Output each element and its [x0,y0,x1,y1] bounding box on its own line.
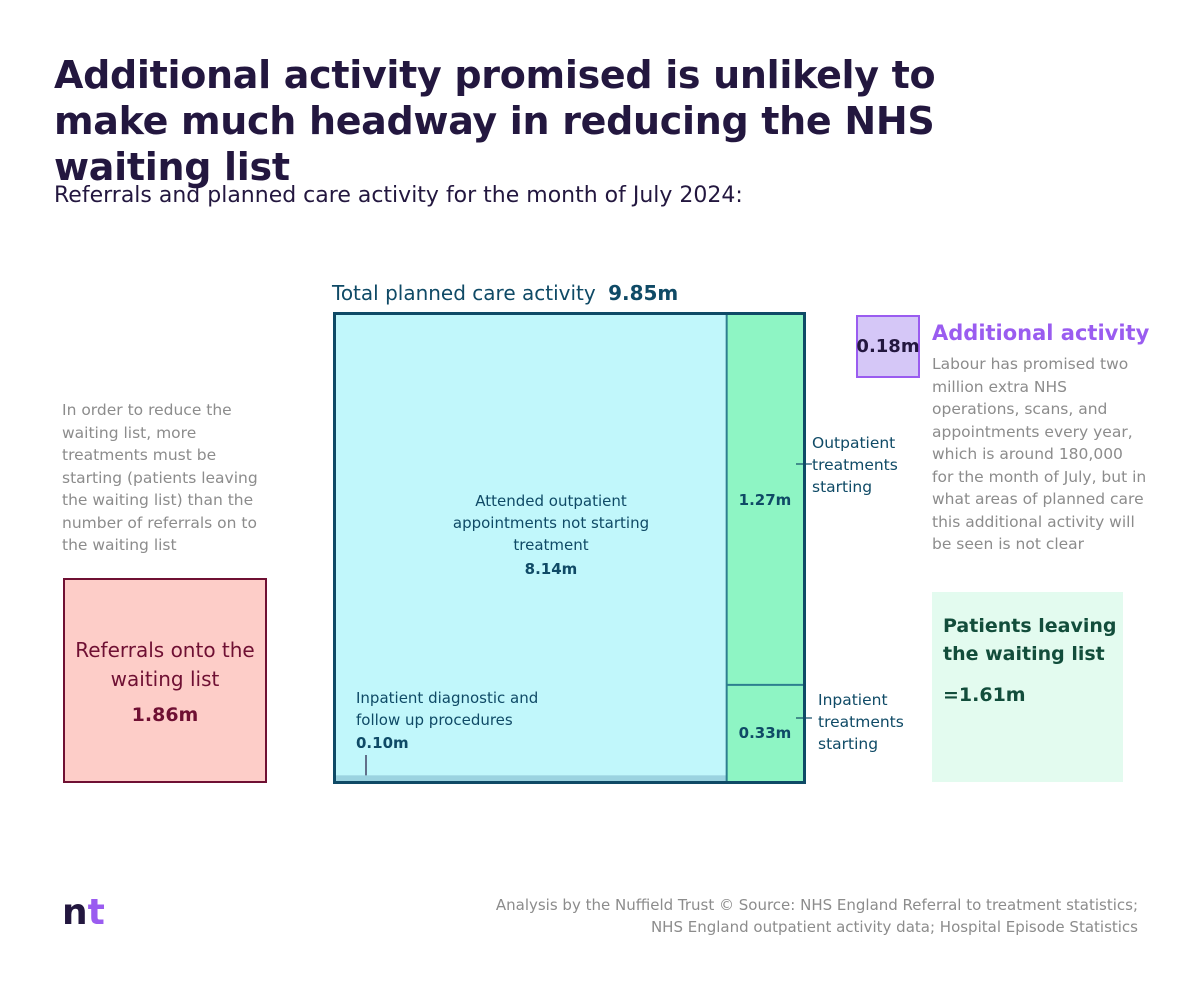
logo-t: t [87,892,105,933]
outpatient-treatments-label: Outpatient treatments starting [812,434,898,496]
chart-title: Additional activity promised is unlikely… [54,53,936,189]
total-activity-value: 9.85m [608,281,679,305]
inpatient-diagnostic-value: 0.10m [356,734,409,752]
logo-n: n [62,892,88,933]
segment-inpatient-treatments [726,684,803,781]
referrals-box: Referrals onto the waiting list 1.86m [63,578,267,783]
source-line-1: Analysis by the Nuffield Trust © Source:… [495,896,1138,914]
source-line-2: NHS England outpatient activity data; Ho… [650,918,1138,936]
side-label-connectors [796,459,812,723]
patients-leaving-value: =1.61m [943,684,1026,706]
additional-activity-box: 0.18m [856,315,920,378]
referrals-value: 1.86m [131,704,199,726]
additional-activity-description: Labour has promised two million extra NH… [932,355,1147,553]
inpatient-diagnostic-label: Inpatient diagnostic and follow up proce… [356,687,576,754]
attended-label: Attended outpatient appointments not sta… [436,490,666,580]
additional-activity-title: Additional activity [932,321,1150,345]
inpatient-diagnostic-text: Inpatient diagnostic and follow up proce… [356,689,539,729]
referrals-label: Referrals onto the waiting list [75,638,255,691]
inpatient-treatments-value: 0.33m [738,723,792,742]
total-activity-label: Total planned care activity 9.85m [332,281,678,305]
explanatory-note: In order to reduce the waiting list, mor… [62,401,258,554]
segment-inpatient-diagnostic [336,775,727,781]
attended-value: 8.14m [524,560,578,578]
treemap-svg [336,315,803,781]
nuffield-trust-logo: nt [62,893,105,933]
segment-outpatient-treatments [726,315,803,685]
outpatient-treatments-value: 1.27m [738,490,792,509]
attended-label-text: Attended outpatient appointments not sta… [452,492,650,554]
patients-leaving-title: Patients leaving the waiting list [943,615,1117,665]
inpatient-treatments-label: Inpatient treatments starting [818,691,904,753]
total-activity-text: Total planned care activity [332,281,596,305]
segment-attended-outpatient [336,315,727,776]
chart-subtitle: Referrals and planned care activity for … [54,183,743,208]
treemap-chart: Attended outpatient appointments not sta… [333,312,806,784]
source-note: Analysis by the Nuffield Trust © Source:… [496,894,1138,938]
patients-leaving-box: Patients leaving the waiting list =1.61m [932,592,1123,782]
